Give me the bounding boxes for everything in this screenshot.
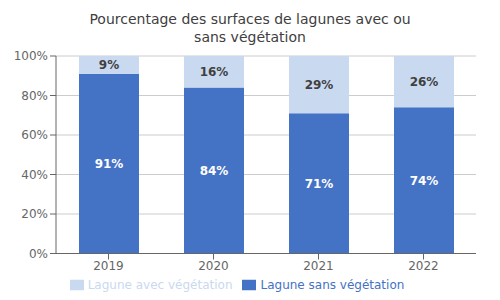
svg-text:2020: 2020 (198, 259, 229, 273)
html-text:Lagune sans végétation: Lagune sans végétation (260, 277, 405, 292)
svg-text:91%: 91% (95, 157, 124, 171)
svg-text:80%: 80% (21, 89, 48, 103)
svg-text:29%: 29% (305, 78, 334, 92)
svg-text:9%: 9% (99, 58, 119, 72)
svg-text:20%: 20% (21, 207, 48, 221)
svg-text:2022: 2022 (408, 259, 439, 273)
svg-text:100%: 100% (14, 49, 48, 63)
svg-text:74%: 74% (410, 174, 439, 188)
svg-text:0%: 0% (29, 247, 48, 261)
svg-text:2019: 2019 (93, 259, 124, 273)
svg-text:40%: 40% (21, 168, 48, 182)
svg-text:16%: 16% (200, 65, 229, 79)
svg-text:2021: 2021 (303, 259, 334, 273)
html-text:sans végétation: sans végétation (194, 29, 306, 45)
svg-text:60%: 60% (21, 128, 48, 142)
svg-text:71%: 71% (305, 177, 334, 191)
html-text:Pourcentage des surfaces de la: Pourcentage des surfaces de lagunes avec… (89, 11, 411, 27)
svg-text:84%: 84% (200, 164, 229, 178)
svg-text:26%: 26% (410, 75, 439, 89)
html-text:Lagune avec végétation: Lagune avec végétation (87, 277, 233, 292)
